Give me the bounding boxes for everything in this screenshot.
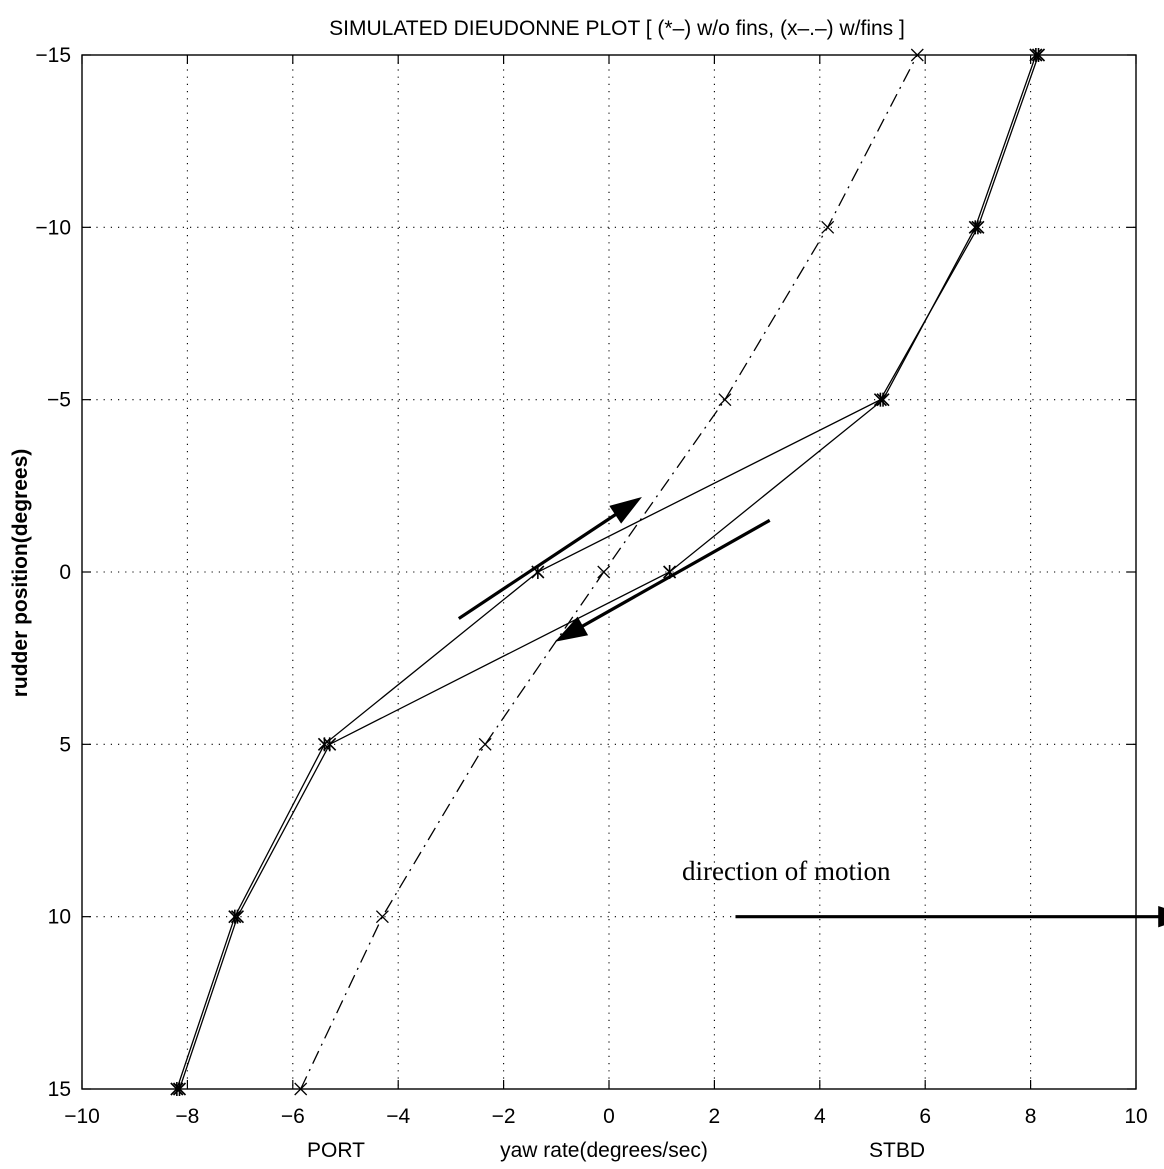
star-marker (228, 909, 242, 924)
x-marker (718, 393, 732, 407)
x-tick-label: −4 (386, 1105, 410, 1128)
x-tick-label: 10 (1124, 1105, 1147, 1128)
star-marker (876, 392, 890, 407)
x-marker (821, 220, 835, 234)
grid-lines (82, 55, 1136, 1089)
y-tick-label: 15 (48, 1078, 71, 1101)
x-tick-label: −2 (492, 1105, 516, 1128)
x-tick-label: 0 (603, 1105, 615, 1128)
star-marker (968, 220, 982, 235)
star-marker (323, 737, 337, 752)
x-tick-label: −8 (175, 1105, 199, 1128)
x-tick-label: 6 (919, 1105, 931, 1128)
y-tick-label: 0 (59, 561, 71, 584)
star-marker (971, 220, 985, 235)
x-marker (375, 910, 389, 924)
y-tick-label: 5 (59, 733, 71, 756)
y-tick-label: −5 (47, 389, 71, 412)
y-tick-label: −15 (35, 44, 71, 67)
direction-arrow-3 (735, 905, 1164, 928)
direction-arrow-1 (457, 497, 642, 620)
y-tick-label: 10 (48, 906, 71, 929)
direction-arrows (457, 497, 1164, 928)
chart-title: SIMULATED DIEUDONNE PLOT [ (*–) w/o fins… (329, 17, 905, 40)
x-tick-label: −6 (281, 1105, 305, 1128)
x-tick-label: 8 (1025, 1105, 1037, 1128)
star-marker (230, 909, 245, 924)
x-tick-label: 4 (814, 1105, 826, 1128)
port-label: PORT (307, 1139, 365, 1162)
x-tick-label: −10 (64, 1105, 100, 1128)
x-axis-label: yaw rate(degrees/sec) (500, 1139, 708, 1162)
x-tick-label: 2 (709, 1105, 721, 1128)
star-marker (873, 392, 887, 407)
stbd-label: STBD (869, 1139, 925, 1162)
x-marker (597, 565, 611, 579)
x-marker (478, 737, 492, 751)
tick-labels: −10 −8 −6 −4 −2 0 2 4 6 8 10 −15 −10 −5 0 5 10 15 (35, 44, 1147, 1128)
y-axis-label: rudder position(degrees) (9, 449, 32, 698)
axis-ticks (81, 54, 1137, 1090)
y-tick-label: −10 (35, 216, 71, 239)
direction-arrow-2 (554, 518, 771, 642)
direction-of-motion-annotation: direction of motion (682, 856, 891, 886)
